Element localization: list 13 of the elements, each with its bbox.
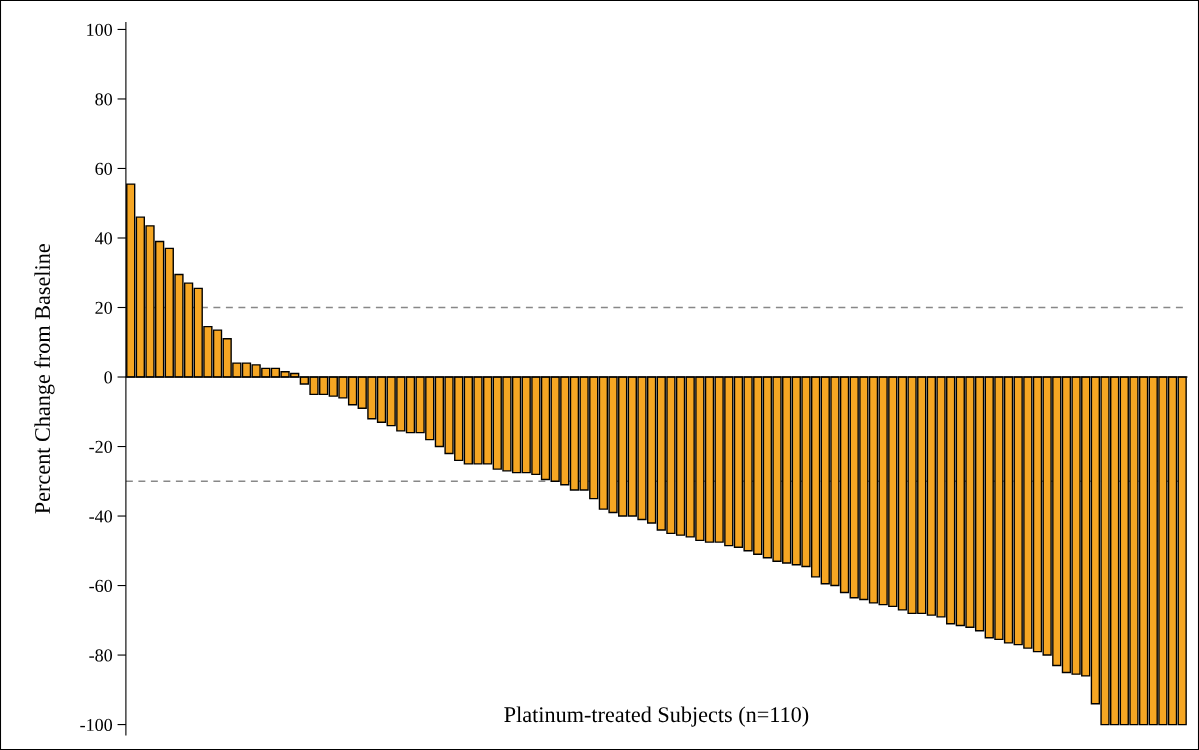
y-tick-label: 0	[104, 371, 113, 384]
y-tick-label: -80	[89, 649, 113, 662]
y-tick-label: 100	[87, 23, 113, 36]
y-tick-label: 20	[95, 301, 113, 314]
x-axis-title: Platinum-treated Subjects (n=110)	[504, 706, 809, 727]
y-tick-label: 80	[95, 93, 113, 106]
y-tick-label: -60	[89, 579, 113, 592]
y-tick-label: -40	[89, 510, 113, 523]
y-tick-label: 40	[95, 232, 113, 245]
y-axis-title: Percent Change from Baseline	[34, 244, 55, 514]
y-tick-label: -20	[89, 440, 113, 453]
y-tick-label: 60	[95, 162, 113, 175]
y-tick-label: -100	[80, 718, 113, 732]
